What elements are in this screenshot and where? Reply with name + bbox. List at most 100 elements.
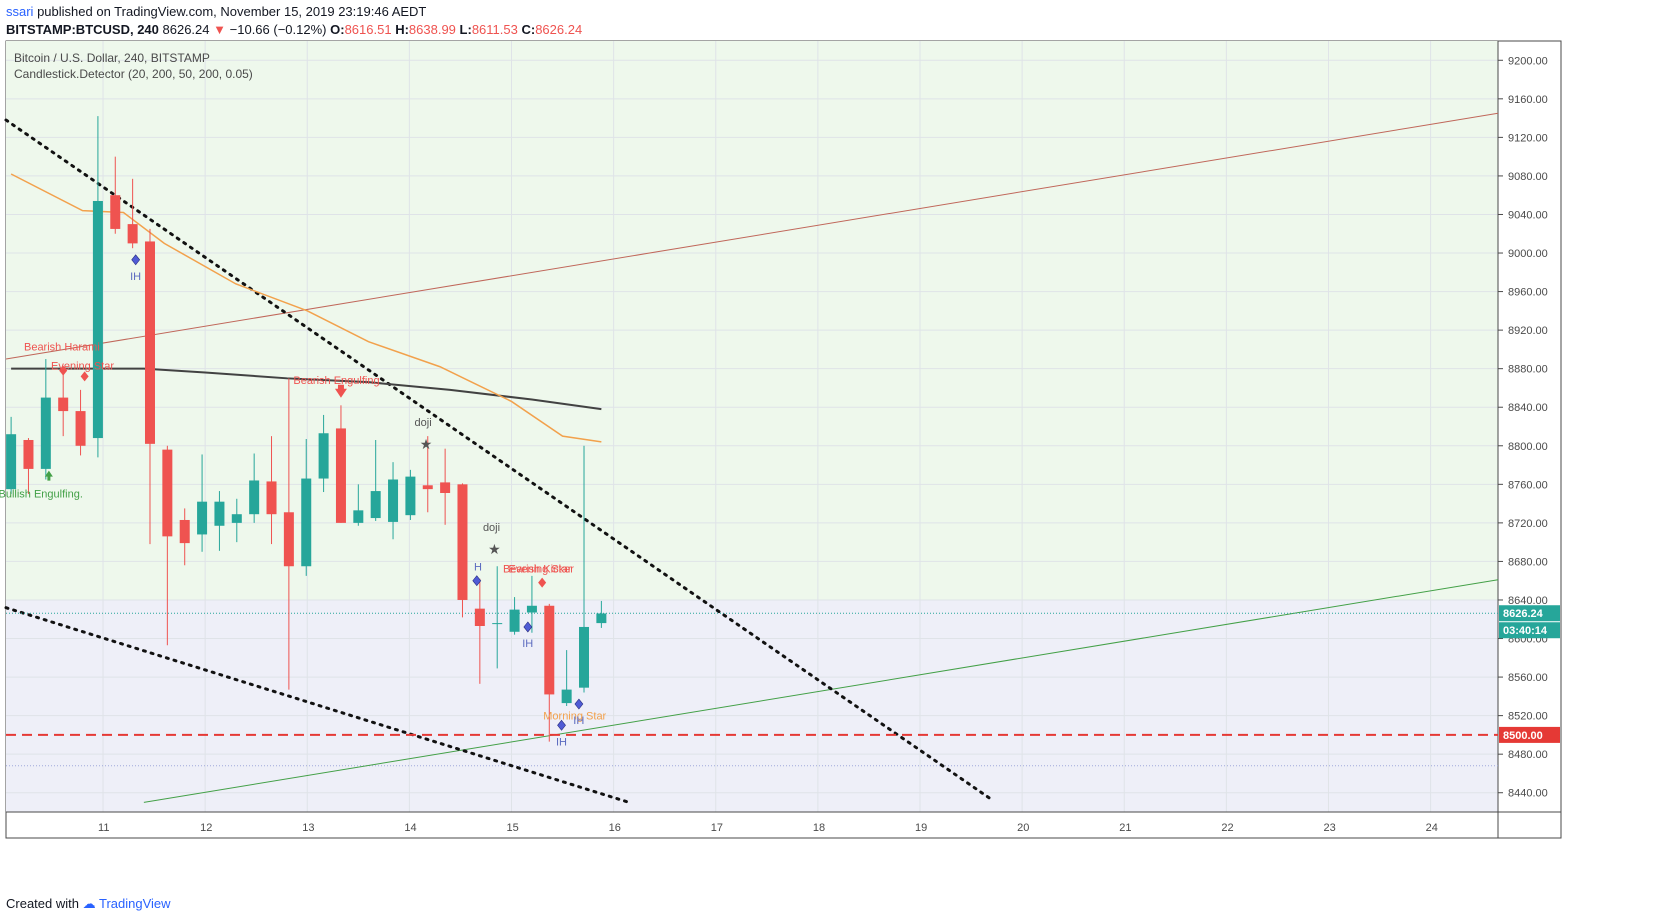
candle-body [92,200,103,439]
candle-body [561,689,572,704]
candle-body [249,480,260,515]
x-tick-label: 15 [507,822,519,834]
candle-body [75,411,86,446]
indicator-legend: Candlestick.Detector (20, 200, 50, 200, … [14,67,253,81]
candle-body [335,428,346,523]
candle-body [492,623,503,625]
candle-body [353,510,364,523]
candle-body [231,514,242,523]
y-tick-label: 8920.00 [1508,325,1548,337]
candle-body [422,485,433,490]
moving-average-orange [10,173,602,443]
x-tick-label: 16 [609,822,621,834]
pattern-label: Evening Star [509,564,572,576]
doji-star-icon: ★ [488,541,501,557]
countdown-label: 03:40:14 [1503,625,1548,637]
candle-body [301,478,312,567]
candle-body [440,482,451,493]
x-tick-label: 24 [1426,822,1438,834]
candle-body [474,608,485,626]
candle-body [596,613,607,624]
close-label: C: [521,22,536,37]
pattern-label: Bearish Engulfing [293,375,379,387]
created-with-text: Created with [6,896,79,911]
pattern-diamond-icon [557,719,566,731]
x-tick-label: 20 [1017,822,1029,834]
y-tick-label: 8880.00 [1508,364,1548,376]
x-tick-label: 23 [1323,822,1335,834]
moving-average-dark [11,367,602,411]
candle-body [266,481,277,515]
candle-body [6,434,17,490]
x-tick-label: 22 [1221,822,1233,834]
trendline-dotted-upper [4,118,993,801]
y-tick-label: 8760.00 [1508,479,1548,491]
candle-body [58,397,69,412]
high-label: H: [395,22,409,37]
candle-body [127,224,138,244]
candle-body [509,609,520,632]
x-tick-label: 17 [711,822,723,834]
candle-body [283,512,294,567]
pattern-label: H [474,562,482,574]
ohlc-header: BITSTAMP:BTCUSD, 240 8626.24 ▼ −10.66 (−… [6,22,582,37]
bearish-arrow-icon [334,384,347,398]
pattern-label: Evening Star [51,360,114,372]
y-tick-label: 8560.00 [1508,672,1548,684]
candle-body [544,605,555,695]
y-tick-label: 9160.00 [1508,94,1548,106]
candle-body [179,519,190,544]
y-tick-label: 9080.00 [1508,171,1548,183]
chart-legend-title: Bitcoin / U.S. Dollar, 240, BITSTAMP [14,51,210,65]
pattern-label: Bearish Harami [24,342,100,354]
candle-body [110,195,121,229]
pattern-label: IH [556,736,567,748]
candle-body [457,484,468,600]
candle-body [40,397,51,469]
last-price: 8626.24 [162,22,210,37]
x-tick-label: 21 [1119,822,1131,834]
footer: Created with ☁ TradingView [6,896,171,912]
doji-star-icon: ★ [420,436,433,452]
candle-body [197,501,208,535]
pattern-label: IH [522,638,533,650]
y-tick-label: 9200.00 [1508,55,1548,67]
pattern-label: doji [415,417,432,429]
y-tick-label: 8680.00 [1508,556,1548,568]
shaded-range [6,599,1498,812]
symbol-label: BITSTAMP:BTCUSD, 240 [6,22,159,37]
high-value: 8638.99 [408,22,456,37]
y-tick-label: 8640.00 [1508,595,1548,607]
y-tick-label: 8440.00 [1508,788,1548,800]
x-tick-label: 19 [915,822,927,834]
bearish-diamond-icon [538,577,547,588]
y-tick-label: 8480.00 [1508,749,1548,761]
last-price-tag: 8626.24 [1503,608,1544,620]
candle-body [526,605,537,613]
y-tick-label: 8720.00 [1508,518,1548,530]
candle-body [318,433,329,479]
x-tick-label: 13 [302,822,314,834]
trendline-green [143,579,1499,803]
candle-body [405,476,416,516]
bearish-diamond-icon [59,365,68,376]
candle-body [214,501,225,526]
publish-text: published on TradingView.com, November 1… [37,4,427,19]
tradingview-logo-icon: ☁ [82,896,96,911]
tradingview-brand-link[interactable]: TradingView [99,896,171,911]
pattern-diamond-icon [523,621,533,633]
low-value: 8611.53 [471,22,518,37]
pattern-label: IH [130,271,141,283]
open-value: 8616.51 [344,22,392,37]
pattern-label: Bullish Engulfing. [0,489,83,501]
candle-body [23,439,34,469]
publish-info: ssari published on TradingView.com, Nove… [6,4,426,19]
countdown-bg [1499,622,1560,639]
x-tick-label: 14 [404,822,416,834]
x-tick-label: 11 [98,822,109,834]
pattern-diamond-icon [131,254,141,266]
pattern-label: IH [573,715,584,727]
author-link[interactable]: ssari [6,4,34,19]
y-tick-label: 8960.00 [1508,287,1548,299]
